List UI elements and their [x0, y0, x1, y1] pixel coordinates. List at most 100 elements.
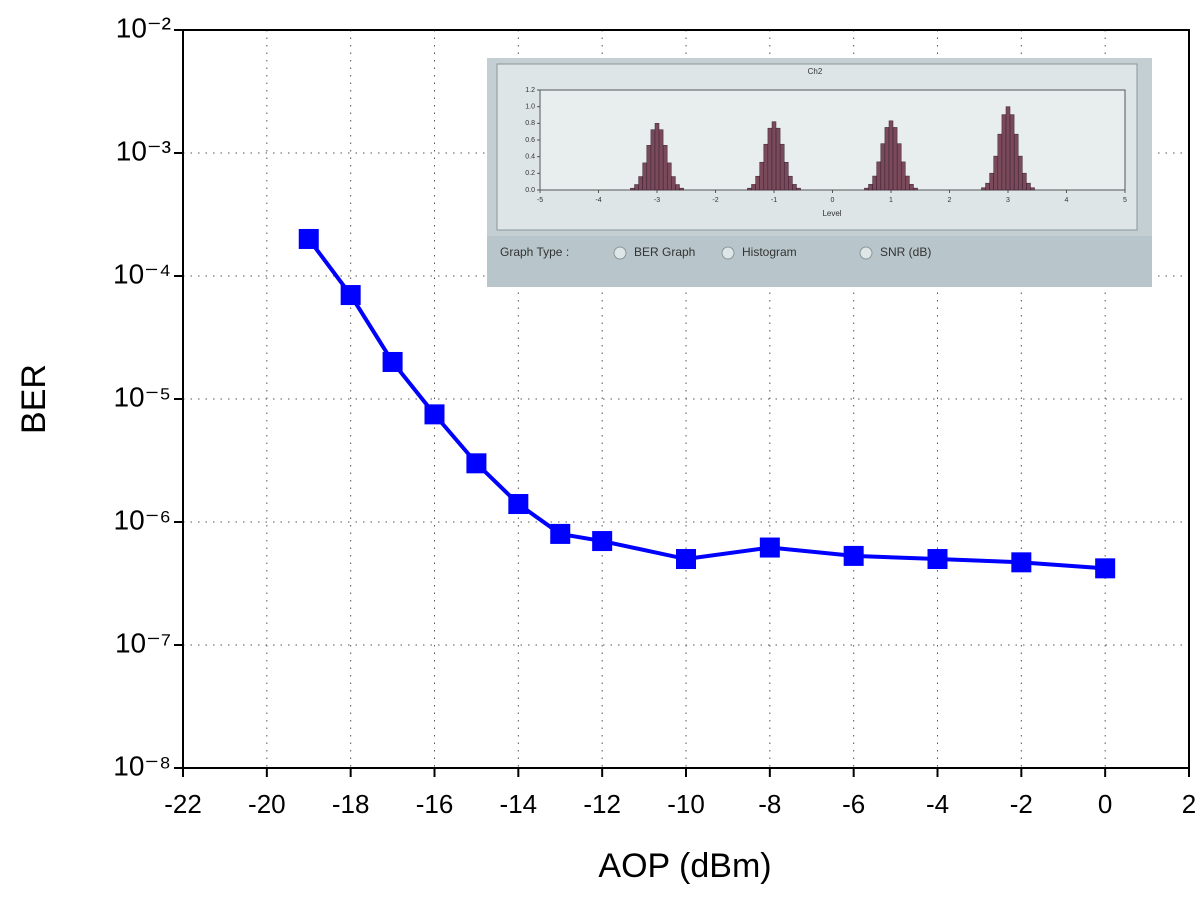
inset-bar	[989, 172, 994, 191]
inset-bar	[771, 121, 777, 191]
y-tick-label: 10⁻⁸	[113, 750, 171, 781]
marker	[298, 228, 319, 249]
inset-bar	[654, 123, 660, 191]
option: Histogram	[742, 245, 797, 259]
marker	[1011, 552, 1032, 573]
inset-x-tick-label: 5	[1123, 197, 1127, 204]
marker	[592, 531, 613, 552]
inset-x-tick-label: -4	[595, 197, 601, 204]
marker	[927, 549, 948, 570]
inset-y-tick-label: 0.0	[525, 187, 535, 194]
inset-x-tick-label: -5	[537, 197, 543, 204]
radio	[859, 246, 873, 260]
y-tick-label: 10⁻²	[116, 12, 171, 43]
inset-bar	[1026, 182, 1031, 191]
inset-bar	[796, 187, 801, 191]
x-tick-label: -20	[248, 789, 286, 819]
inset-bar	[784, 161, 789, 191]
inset-bar	[985, 182, 990, 191]
x-tick-label: -6	[842, 789, 865, 819]
marker	[843, 545, 864, 566]
inset-x-tick-label: 2	[948, 197, 952, 204]
inset-bar	[638, 176, 643, 191]
marker	[1095, 558, 1116, 579]
inset-y-tick-label: 0.6	[525, 137, 535, 144]
inset-footer	[487, 236, 1152, 287]
inset-x-tick-label: 4	[1065, 197, 1069, 204]
x-tick-label: -2	[1010, 789, 1033, 819]
inset-x-label: Level	[822, 209, 841, 218]
inset-y-tick-label: 0.4	[525, 154, 535, 161]
inset-y-tick-label: 1.2	[525, 87, 535, 94]
inset-bar	[880, 143, 886, 191]
marker	[508, 494, 529, 515]
inset-bar	[646, 145, 652, 191]
radio	[613, 246, 627, 260]
y-tick-label: 10⁻⁶	[114, 504, 171, 535]
x-tick-label: -10	[667, 789, 705, 819]
inset-plot	[539, 89, 1126, 191]
inset-y-tick-label: 1.0	[525, 104, 535, 111]
x-tick-label: -12	[583, 789, 621, 819]
inset-bar	[1009, 114, 1015, 191]
inset-bar	[755, 175, 760, 191]
y-tick-label: 10⁻³	[116, 135, 171, 166]
marker	[550, 523, 571, 544]
inset-bar	[905, 175, 910, 191]
x-tick-label: -14	[500, 789, 538, 819]
inset-title: Ch2	[808, 67, 823, 76]
inset-bar	[884, 127, 890, 191]
marker	[424, 404, 445, 425]
x-tick-label: 2	[1182, 789, 1196, 819]
graph-type-label: Graph Type :	[500, 245, 569, 259]
inset-bar	[981, 187, 986, 191]
inset-bar	[779, 143, 785, 191]
inset-bar	[675, 184, 680, 191]
radio	[721, 246, 735, 260]
inset: Ch2 Level Graph Type : BER Graph Histogr…	[487, 58, 1152, 287]
inset-bar	[667, 162, 672, 191]
option: SNR (dB)	[880, 245, 931, 259]
inset-x-tick-label: 3	[1006, 197, 1010, 204]
inset-bar	[662, 145, 668, 191]
y-axis-label: BER	[15, 364, 53, 434]
marker	[466, 453, 487, 474]
inset-bar	[892, 127, 898, 191]
marker	[340, 285, 361, 306]
x-tick-label: -22	[164, 789, 202, 819]
inset-x-tick-label: -2	[712, 197, 718, 204]
inset-bar	[788, 175, 793, 191]
inset-y-tick-label: 0.2	[525, 170, 535, 177]
inset-bar	[997, 133, 1003, 191]
inset-bar	[1001, 114, 1007, 191]
inset-bar	[747, 187, 752, 191]
inset-x-tick-label: -3	[654, 197, 660, 204]
inset-bar	[901, 161, 906, 191]
inset-bar	[872, 175, 877, 191]
inset-bar	[1030, 187, 1035, 191]
y-tick-label: 10⁻⁷	[115, 627, 171, 658]
inset-x-tick-label: -1	[771, 197, 777, 204]
plot-frame	[182, 29, 1190, 769]
inset-bar	[792, 184, 797, 191]
inset-bar	[1018, 155, 1023, 191]
inset-bar	[1005, 106, 1011, 191]
inset-bar	[679, 187, 684, 191]
x-axis-label: AOP (dBm)	[598, 847, 771, 885]
y-tick-label: 10⁻⁵	[113, 381, 171, 412]
x-tick-label: 0	[1098, 789, 1112, 819]
inset-bar	[913, 187, 918, 191]
inset-bar	[767, 127, 773, 191]
marker	[382, 351, 403, 372]
inset-bar	[876, 161, 881, 191]
inset-bar	[759, 161, 764, 191]
option: BER Graph	[634, 245, 695, 259]
inset-bar	[896, 143, 902, 191]
inset-bar	[888, 120, 894, 191]
inset-bar	[630, 187, 635, 191]
line	[307, 237, 1106, 571]
x-tick-label: -4	[926, 789, 949, 819]
inset-x-tick-label: 0	[831, 197, 835, 204]
x-tick-label: -16	[416, 789, 454, 819]
